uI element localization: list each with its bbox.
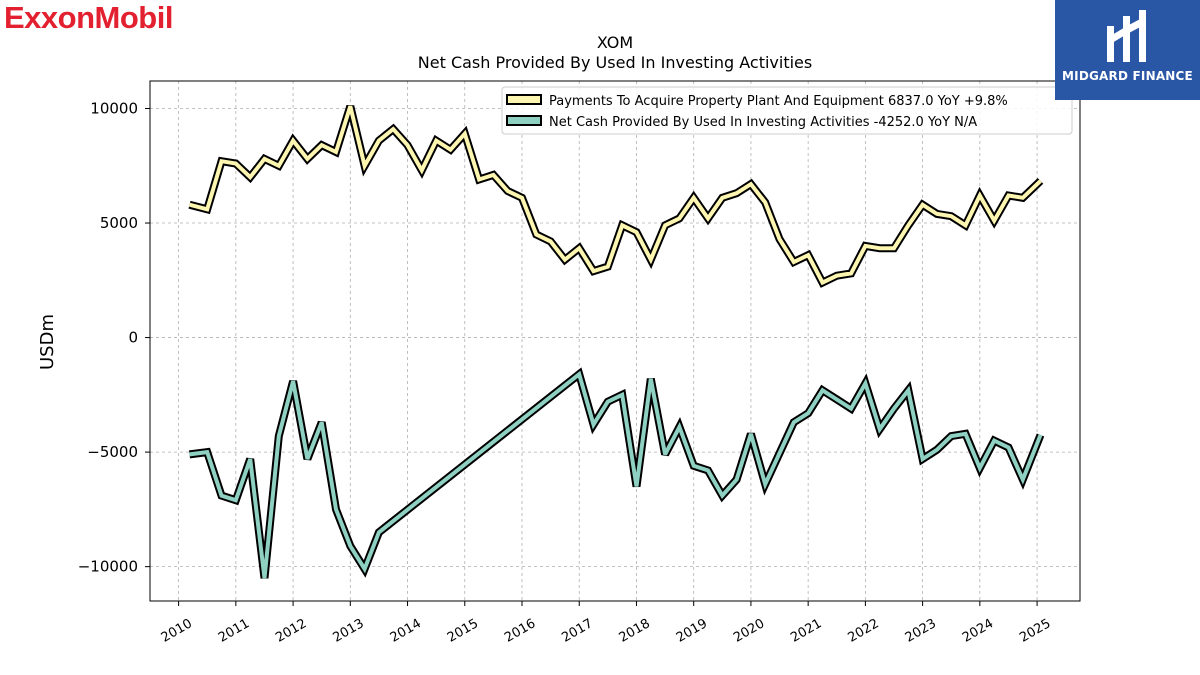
x-tick-label: 2012 [273,616,309,646]
x-tick-label: 2022 [846,616,882,646]
grid [150,81,1080,601]
x-tick-label: 2024 [960,616,996,646]
x-tick-label: 2023 [903,616,939,646]
midgard-logo-icon [1107,10,1146,62]
badge-text: MIDGARD FINANCE [1062,69,1193,83]
legend-label-investing: Net Cash Provided By Used In Investing A… [549,115,977,130]
y-tick-label: −5000 [87,443,138,461]
x-tick-label: 2014 [388,616,424,646]
x-tick-label: 2010 [159,616,195,646]
logo-text: ExxonMobil [4,0,173,35]
x-tick-label: 2019 [674,616,710,646]
legend-swatch-ppe [506,94,542,105]
x-tick-label: 2017 [559,616,595,646]
x-tick-label: 2015 [445,616,481,646]
series-lines [188,105,1045,579]
legend: Payments To Acquire Property Plant And E… [501,86,1073,135]
x-tick-label: 2018 [617,616,653,646]
y-tick-label: −10000 [78,558,138,576]
axis-ticks: 10000 5000 0 −5000 −10000 2010 2011 2012 2013 201… [78,99,1054,645]
chart-title: XOM [597,33,633,52]
legend-box [501,86,1073,135]
x-tick-label: 2025 [1017,616,1053,646]
x-tick-label: 2021 [788,616,824,646]
plot-frame [149,80,1081,602]
exxonmobil-logo: ExxonMobil [4,0,173,36]
x-tick-label: 2020 [731,616,767,646]
y-tick-label: 0 [128,329,138,347]
legend-swatch-investing [506,115,542,126]
x-tick-label: 2013 [330,616,366,646]
series-line-1 [188,105,1042,286]
y-tick-label: 10000 [90,99,138,117]
plot-area [149,80,1081,602]
y-axis-label: USDm [37,314,58,370]
chart-subtitle: Net Cash Provided By Used In Investing A… [418,53,812,72]
legend-label-ppe: Payments To Acquire Property Plant And E… [549,94,1008,109]
midgard-finance-badge: MIDGARD FINANCE [1055,0,1200,100]
series-line-2 [189,370,1043,579]
y-tick-label: 5000 [100,214,138,232]
x-tick-label: 2016 [502,616,538,646]
x-tick-label: 2011 [216,616,252,646]
